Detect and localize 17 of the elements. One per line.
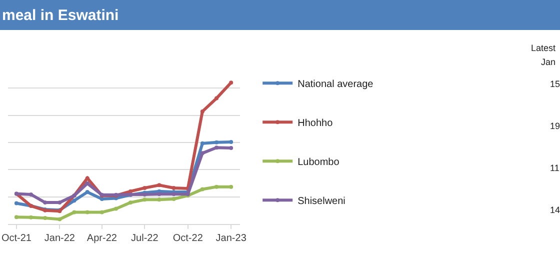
legend-label: Hhohho (298, 118, 334, 130)
x-tick-label: Jan-22 (44, 233, 76, 244)
text: Latest (531, 43, 556, 53)
x-tick-label: Apr-22 (86, 233, 118, 244)
text: 15 (550, 79, 560, 89)
text: 19 (550, 121, 560, 131)
x-tick-label: Oct-22 (172, 233, 204, 244)
legend-label: National average (298, 79, 374, 90)
text: Jan (541, 57, 556, 67)
x-tick-label: Jan-23 (216, 233, 247, 244)
text: 14 (550, 205, 560, 215)
chart-title: meal in Eswatini (2, 7, 119, 24)
legend-label: Shiselweni (298, 196, 346, 208)
text: 11 (550, 163, 560, 173)
legend-label: Lubombo (298, 157, 340, 168)
x-tick-label: Oct-21 (1, 233, 32, 244)
x-tick-label: Jul-22 (131, 233, 159, 244)
